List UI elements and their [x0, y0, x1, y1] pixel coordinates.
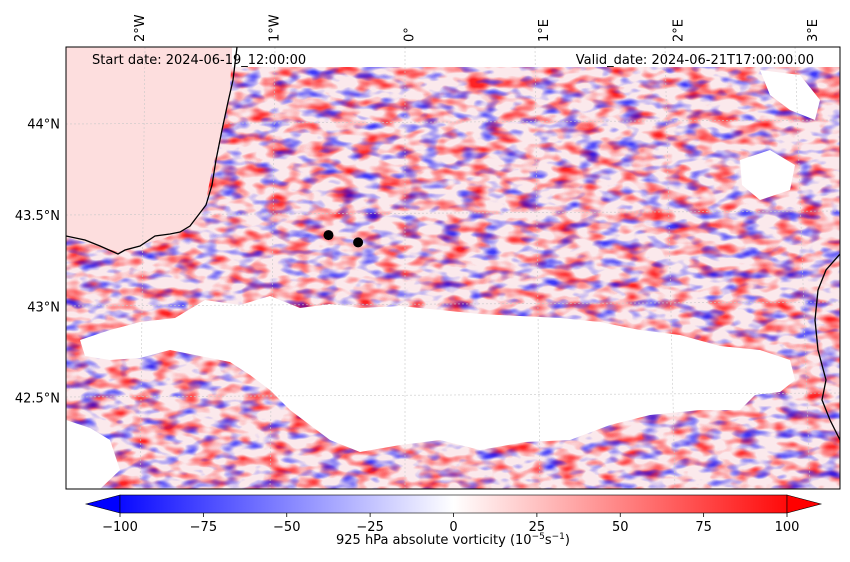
terrain-mask-ne: [760, 70, 820, 120]
colorbar-extend-high: [786, 494, 823, 514]
station-marker: [353, 237, 364, 248]
terrain-mask-east: [740, 150, 795, 200]
colorbar-tick-label: 0: [449, 520, 457, 535]
land-smooth-region: [66, 47, 232, 252]
x-tick-label: 2°W: [133, 14, 148, 42]
colorbar-ticks: −100 −75 −50 −25 0 25 50 75 100: [102, 513, 799, 535]
x-tick-labels: 2°W 1°W 0° 1°E 2°E 3°E: [133, 14, 821, 42]
colorbar-tick-label: −100: [102, 520, 138, 535]
x-tick-label: 3°E: [806, 19, 821, 42]
graticule: [66, 47, 840, 489]
valid-date-label: Valid_date: 2024-06-21T17:00:00.00: [576, 53, 814, 68]
colorbar-tick-label: 50: [612, 520, 629, 535]
colorbar-tick-label: 75: [695, 520, 712, 535]
y-tick-label: 44°N: [27, 118, 60, 133]
colorbar-tick-label: 100: [775, 520, 800, 535]
station-marker: [323, 230, 334, 241]
colorbar-tick-label: −25: [356, 520, 383, 535]
y-tick-labels: 44°N 43.5°N 43°N 42.5°N: [15, 118, 60, 407]
colorbar-label-exp: −5: [532, 532, 545, 542]
y-tick-label: 43.5°N: [15, 209, 60, 224]
start-date-label: Start date: 2024-06-19_12:00:00: [92, 53, 306, 68]
colorbar-tick-label: −75: [190, 520, 217, 535]
colorbar-label-unit: s: [545, 533, 552, 548]
map-frame: [65, 46, 841, 490]
top-blank-band: [66, 47, 840, 67]
colorbar-tick-label: −50: [273, 520, 300, 535]
colorbar-extend-low: [84, 494, 121, 514]
x-tick-label: 1°E: [537, 19, 552, 42]
y-tick-label: 42.5°N: [15, 392, 60, 407]
colorbar-bar: [119, 494, 788, 514]
colorbar: −100 −75 −50 −25 0 25 50 75 100 925 hPa absolute…: [84, 494, 823, 548]
colorbar-label-unit-exp: −1: [552, 532, 565, 542]
terrain-mask-west: [66, 420, 120, 489]
x-tick-label: 2°E: [671, 19, 686, 42]
coastline-mediterranean: [814, 253, 840, 441]
x-tick-label: 1°W: [268, 14, 283, 42]
marker-layer: [323, 230, 364, 248]
map-area: [66, 47, 840, 489]
colorbar-label-close: ): [565, 533, 570, 548]
top-left-pink: [66, 47, 232, 67]
colorbar-tick-label: 25: [529, 520, 546, 535]
x-tick-label: 0°: [402, 27, 417, 42]
coastline-atlantic: [66, 47, 238, 255]
terrain-mask: [80, 296, 795, 452]
colorbar-label: 925 hPa absolute vorticity (10−5s−1): [336, 532, 570, 548]
y-tick-label: 43°N: [27, 300, 60, 315]
colorbar-label-main: 925 hPa absolute vorticity (10: [336, 533, 532, 548]
